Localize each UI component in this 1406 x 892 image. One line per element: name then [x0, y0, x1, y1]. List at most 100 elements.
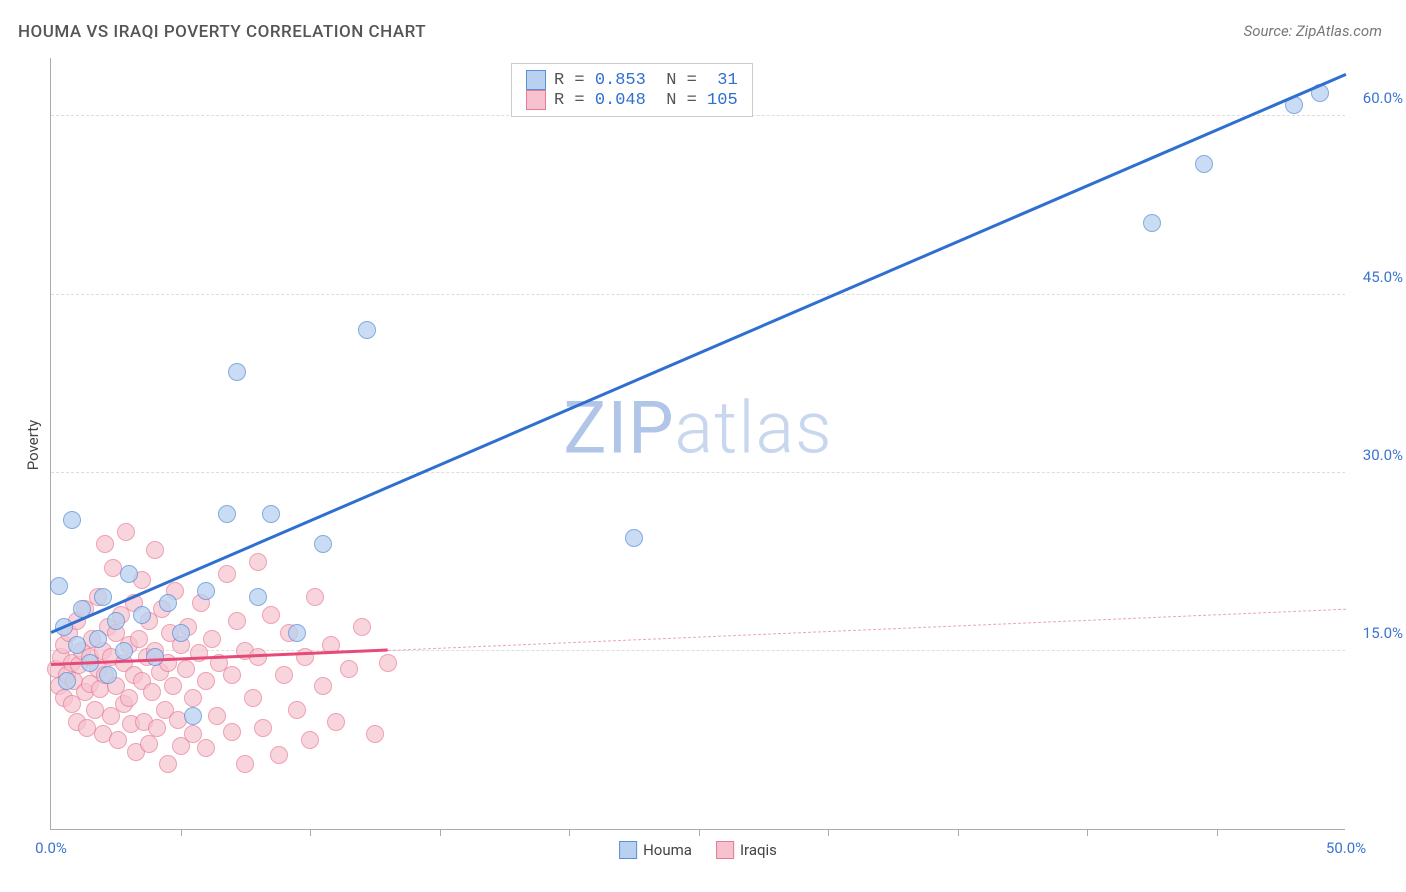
data-point [353, 618, 371, 636]
data-point [107, 612, 125, 630]
data-point [50, 577, 68, 595]
data-point [63, 511, 81, 529]
data-point [197, 672, 215, 690]
data-point [130, 630, 148, 648]
watermark-bold: ZIP [563, 386, 674, 471]
data-point [296, 648, 314, 666]
watermark-light: atlas [675, 386, 833, 471]
data-point [159, 755, 177, 773]
data-point [249, 588, 267, 606]
data-point [120, 689, 138, 707]
data-point [306, 588, 324, 606]
legend-swatch [716, 841, 734, 859]
data-point [301, 731, 319, 749]
xtick-label: 0.0% [35, 839, 67, 857]
data-point [244, 689, 262, 707]
xtick [828, 829, 829, 836]
ytick-label: 60.0% [1363, 89, 1403, 107]
xtick [310, 829, 311, 836]
data-point [120, 565, 138, 583]
data-point [197, 582, 215, 600]
legend-label: Houma [643, 841, 692, 859]
watermark: ZIPatlas [563, 386, 832, 471]
gridline-h [51, 472, 1345, 473]
data-point [379, 654, 397, 672]
data-point [314, 535, 332, 553]
legend-swatch [526, 70, 546, 90]
chart-title: HOUMA VS IRAQI POVERTY CORRELATION CHART [18, 22, 426, 42]
data-point [177, 660, 195, 678]
data-point [133, 606, 151, 624]
trend-line [51, 72, 1347, 633]
data-point [223, 666, 241, 684]
data-point [249, 553, 267, 571]
xtick [1087, 829, 1088, 836]
data-point [109, 731, 127, 749]
legend-swatch [526, 90, 546, 110]
legend-swatch [619, 841, 637, 859]
data-point [262, 505, 280, 523]
y-axis-label: Poverty [24, 420, 42, 470]
legend-row: R = 0.853 N = 31 [526, 70, 738, 90]
legend-item: Iraqis [716, 841, 777, 859]
legend-label: Iraqis [740, 841, 777, 859]
data-point [172, 624, 190, 642]
data-point [236, 755, 254, 773]
gridline-h [51, 294, 1345, 295]
data-point [203, 630, 221, 648]
data-point [146, 648, 164, 666]
data-point [218, 505, 236, 523]
data-point [327, 713, 345, 731]
xtick [181, 829, 182, 836]
data-point [340, 660, 358, 678]
data-point [190, 644, 208, 662]
data-point [228, 612, 246, 630]
data-point [115, 642, 133, 660]
data-point [1195, 155, 1213, 173]
data-point [358, 321, 376, 339]
data-point [99, 666, 117, 684]
legend-series: Houma Iraqis [619, 841, 777, 859]
data-point [254, 719, 272, 737]
data-point [159, 594, 177, 612]
xtick-label: 50.0% [1326, 839, 1366, 857]
xtick [569, 829, 570, 836]
legend-stats: R = 0.048 N = 105 [554, 91, 738, 110]
data-point [275, 666, 293, 684]
source-label: Source: ZipAtlas.com [1244, 22, 1382, 40]
data-point [146, 541, 164, 559]
legend-stats: R = 0.853 N = 31 [554, 71, 738, 90]
data-point [117, 523, 135, 541]
data-point [96, 535, 114, 553]
data-point [228, 363, 246, 381]
data-point [89, 630, 107, 648]
data-point [164, 677, 182, 695]
data-point [94, 588, 112, 606]
xtick [440, 829, 441, 836]
data-point [288, 624, 306, 642]
data-point [140, 735, 158, 753]
data-point [184, 707, 202, 725]
data-point [1143, 214, 1161, 232]
plot-area: ZIPatlas 15.0%30.0%45.0%60.0%0.0%50.0%R … [50, 58, 1345, 830]
data-point [625, 529, 643, 547]
xtick [958, 829, 959, 836]
legend-correlation: R = 0.853 N = 31R = 0.048 N = 105 [511, 63, 753, 117]
data-point [223, 723, 241, 741]
legend-item: Houma [619, 841, 692, 859]
ytick-label: 15.0% [1363, 624, 1403, 642]
data-point [288, 701, 306, 719]
data-point [314, 677, 332, 695]
data-point [366, 725, 384, 743]
data-point [148, 719, 166, 737]
data-point [218, 565, 236, 583]
data-point [58, 672, 76, 690]
data-point [143, 683, 161, 701]
xtick [1217, 829, 1218, 836]
data-point [197, 739, 215, 757]
ytick-label: 45.0% [1363, 268, 1403, 286]
xtick [699, 829, 700, 836]
data-point [184, 689, 202, 707]
legend-row: R = 0.048 N = 105 [526, 90, 738, 110]
data-point [68, 636, 86, 654]
